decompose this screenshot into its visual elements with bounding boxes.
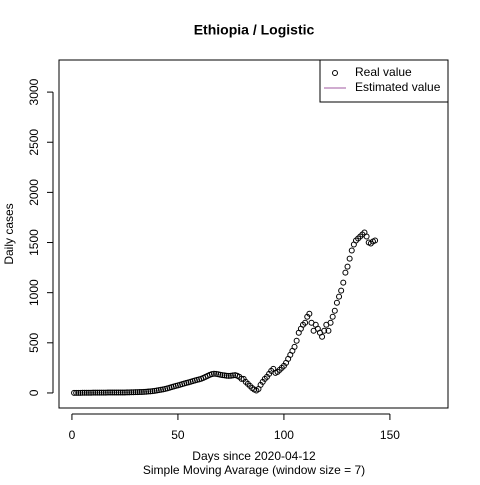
y-tick-label: 1500 — [27, 229, 41, 256]
data-point — [230, 372, 237, 379]
x-tick-label: 150 — [380, 428, 400, 442]
data-point — [145, 388, 152, 395]
y-tick-label: 2500 — [27, 129, 41, 156]
x-tick-label: 0 — [69, 428, 76, 442]
data-point — [126, 389, 133, 396]
data-point — [83, 389, 90, 396]
legend-label: Estimated value — [355, 80, 441, 94]
data-point — [136, 389, 143, 396]
y-tick-label: 500 — [27, 332, 41, 352]
data-point — [225, 372, 232, 379]
x-axis-label: Days since 2020-04-12 — [192, 449, 316, 463]
data-point — [149, 388, 156, 395]
data-point — [219, 372, 226, 379]
data-point — [321, 327, 328, 334]
legend-box — [319, 59, 449, 103]
data-point — [134, 389, 141, 396]
data-point — [227, 372, 234, 379]
data-point — [319, 333, 326, 340]
y-tick-label: 0 — [27, 389, 41, 396]
data-point — [221, 372, 228, 379]
data-point — [94, 389, 101, 396]
data-point — [77, 389, 84, 396]
subtitle: Simple Moving Avarage (window size = 7) — [143, 463, 365, 477]
x-tick-label: 100 — [274, 428, 294, 442]
data-point — [98, 389, 105, 396]
data-point — [306, 310, 313, 317]
data-point — [75, 389, 82, 396]
data-point — [138, 388, 145, 395]
data-point — [102, 389, 109, 396]
data-point — [104, 389, 111, 396]
y-tick-label: 3000 — [27, 78, 41, 105]
data-point — [327, 319, 334, 326]
data-point — [132, 389, 139, 396]
data-point — [85, 389, 92, 396]
data-point — [331, 307, 338, 314]
data-point — [113, 389, 120, 396]
data-point — [342, 269, 349, 276]
data-point — [100, 389, 107, 396]
data-point — [147, 388, 154, 395]
data-point — [81, 389, 88, 396]
legend-label: Real value — [355, 65, 412, 79]
data-point — [348, 247, 355, 254]
y-axis-label: Daily cases — [2, 203, 16, 264]
data-point — [92, 389, 99, 396]
plot-box — [58, 59, 449, 409]
data-point — [238, 375, 245, 382]
data-point — [121, 389, 128, 396]
data-point — [109, 389, 116, 396]
data-point — [223, 372, 230, 379]
data-point — [117, 389, 124, 396]
data-point — [115, 389, 122, 396]
data-point — [143, 388, 150, 395]
data-point — [119, 389, 126, 396]
data-point — [73, 389, 80, 396]
data-point — [302, 319, 309, 326]
data-point — [338, 287, 345, 294]
data-point — [325, 327, 332, 334]
data-point — [141, 388, 148, 395]
data-point — [344, 263, 351, 270]
chart-title: Ethiopia / Logistic — [194, 22, 315, 38]
data-point — [128, 389, 135, 396]
data-point — [363, 233, 370, 240]
data-point — [372, 237, 379, 244]
data-point — [340, 279, 347, 286]
data-point — [96, 389, 103, 396]
data-point — [346, 255, 353, 262]
data-point — [336, 293, 343, 300]
data-point — [107, 389, 114, 396]
y-tick-label: 1000 — [27, 279, 41, 306]
data-point — [88, 389, 95, 396]
data-point — [333, 299, 340, 306]
data-point — [111, 389, 118, 396]
data-point — [291, 343, 298, 350]
data-point — [90, 389, 97, 396]
data-point — [293, 337, 300, 344]
data-point — [79, 389, 86, 396]
x-tick-label: 50 — [171, 428, 185, 442]
data-point — [329, 313, 336, 320]
data-point — [210, 370, 217, 377]
data-point — [71, 389, 78, 396]
data-point — [130, 389, 137, 396]
data-point — [124, 389, 131, 396]
data-point — [151, 387, 158, 394]
y-tick-label: 2000 — [27, 179, 41, 206]
legend-symbol — [332, 70, 338, 76]
